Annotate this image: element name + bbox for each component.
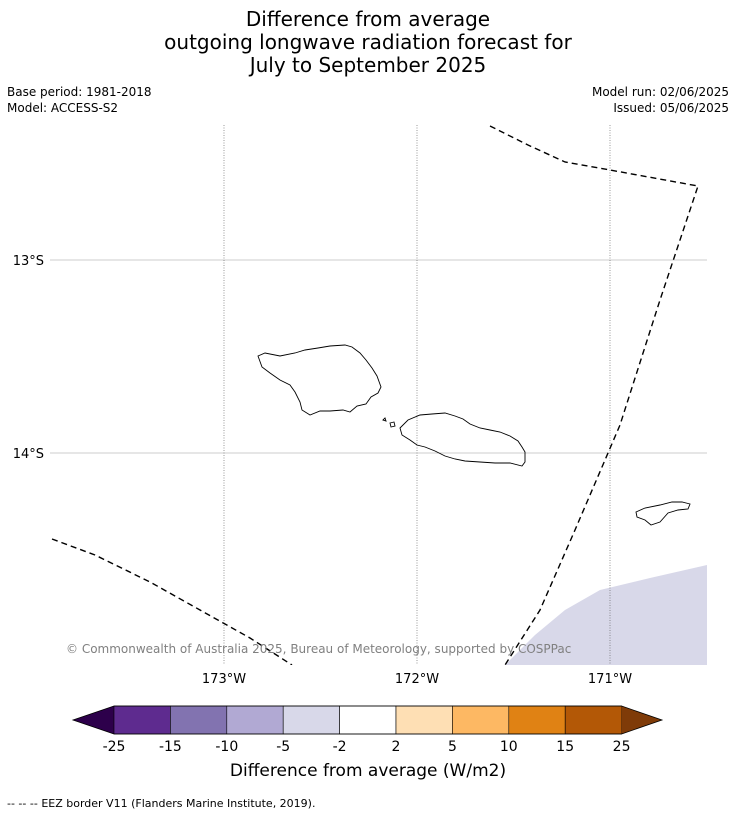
issued-date: Issued: 05/06/2025: [613, 101, 729, 115]
colorbar-segment: [508, 705, 566, 735]
colorbar-label: Difference from average (W/m2): [229, 761, 507, 781]
title-line-1: Difference from average: [245, 7, 491, 31]
colorbar-segment: [452, 705, 510, 735]
meta-right: Model run: 02/06/2025 Issued: 05/06/2025: [592, 84, 729, 116]
colorbar-tick-label: 10: [500, 739, 518, 755]
colorbar-segment: [226, 705, 284, 735]
attribution: © Commonwealth of Australia 2025, Bureau…: [66, 642, 571, 656]
island-tutuila: [635, 501, 691, 526]
colorbar-tick-label: 15: [556, 739, 574, 755]
eez-legend-symbol: -- -- --: [7, 797, 38, 810]
island-manono: [389, 421, 396, 428]
colorbar-extend-high: [621, 706, 662, 734]
colorbar-segment: [170, 705, 228, 735]
colorbar-tick-label: 2: [392, 739, 401, 755]
island-apolima: [382, 417, 387, 422]
colorbar-extend-low: [73, 706, 114, 734]
colorbar-outline: [71, 705, 664, 735]
colorbar-segment: [339, 705, 397, 735]
colorbar-tick-label: 5: [448, 739, 457, 755]
colorbar-segment: [395, 705, 453, 735]
colorbar-tick-label: -5: [276, 739, 290, 755]
map-title: Difference from average outgoing longwav…: [0, 8, 736, 77]
island-savaii: [257, 344, 382, 416]
colorbar: -25 -15 -10 -5 -2 2 5 10 15 25: [71, 705, 664, 755]
island-upolu: [399, 412, 526, 467]
eez-border-west: [51, 538, 293, 665]
colorbar-segment: [113, 705, 171, 735]
eez-legend: -- -- -- EEZ border V11 (Flanders Marine…: [7, 797, 315, 810]
anomaly-region: [505, 565, 707, 665]
colorbar-tick-label: 25: [613, 739, 631, 755]
title-line-3: July to September 2025: [249, 53, 487, 77]
model-run: Model run: 02/06/2025: [591, 85, 729, 99]
map-area: [50, 125, 707, 665]
colorbar-tick-label: -15: [159, 739, 182, 755]
eez-legend-text: EEZ border V11 (Flanders Marine Institut…: [41, 797, 316, 810]
lat-label-13s: 13°S: [13, 254, 44, 269]
base-period: Base period: 1981-2018: [7, 85, 152, 99]
lon-label-171w: 171°W: [588, 672, 632, 687]
colorbar-tick-label: -25: [103, 739, 126, 755]
lat-label-14s: 14°S: [13, 447, 44, 462]
lon-label-172w: 172°W: [395, 672, 439, 687]
eez-border-east: [489, 125, 699, 665]
colorbar-tick-label: -2: [333, 739, 347, 755]
title-line-2: outgoing longwave radiation forecast for: [164, 30, 572, 54]
meta-left: Base period: 1981-2018 Model: ACCESS-S2: [7, 84, 152, 116]
model-name: Model: ACCESS-S2: [7, 101, 119, 115]
colorbar-segment: [282, 705, 340, 735]
lon-label-173w: 173°W: [202, 672, 246, 687]
colorbar-segment: [564, 705, 622, 735]
colorbar-tick-label: -10: [215, 739, 238, 755]
